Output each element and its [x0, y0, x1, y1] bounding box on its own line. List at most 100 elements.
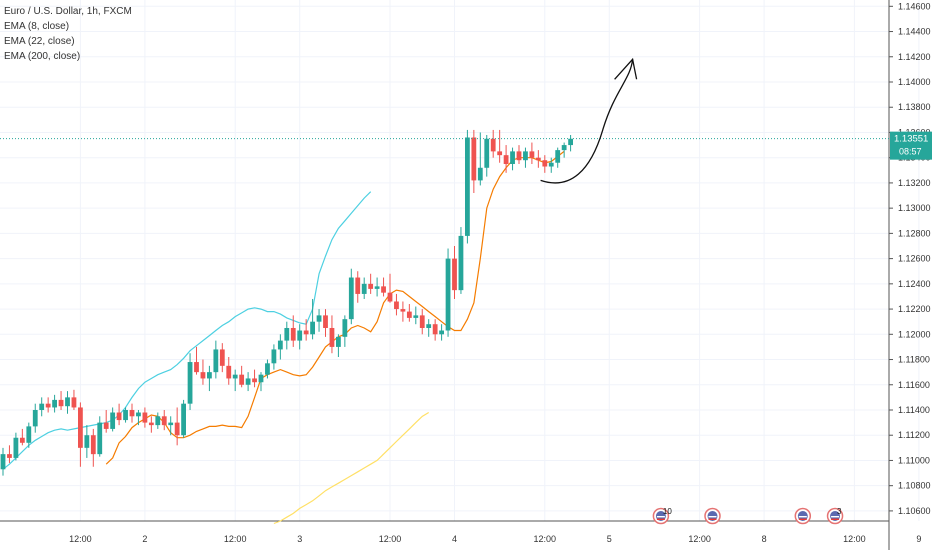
candle: [90, 428, 96, 467]
candle-body: [400, 309, 406, 312]
candle-body: [116, 412, 122, 421]
candle: [568, 134, 573, 152]
time-tick-label: 12:00: [843, 534, 866, 544]
candle-body: [368, 283, 374, 289]
event-flag-stripe: [798, 518, 807, 520]
candle-body: [187, 362, 193, 404]
candle: [174, 407, 180, 446]
current-price-label: 1.13551: [894, 134, 928, 145]
candle-body: [303, 330, 309, 335]
time-tick-label: 2: [142, 534, 147, 544]
candle: [71, 389, 77, 410]
price-tick-label: 1.11000: [898, 455, 930, 465]
countdown-label: 08:57: [899, 147, 922, 157]
price-tick-label: 1.14200: [898, 52, 931, 62]
indicator-ema-8[interactable]: EMA (8, close): [4, 21, 70, 32]
price-tick-label: 1.13200: [898, 178, 931, 188]
price-tick-label: 1.11600: [898, 380, 930, 390]
candle-body: [477, 167, 483, 181]
indicator-ema-22[interactable]: EMA (22, close): [4, 36, 75, 47]
candle-body: [529, 151, 535, 158]
event-count-label: 3: [837, 507, 842, 516]
candle-body: [439, 330, 444, 335]
price-tick-label: 1.14400: [898, 27, 931, 37]
event-flag-icon[interactable]: 3: [826, 507, 844, 525]
candle: [368, 273, 374, 294]
candle: [510, 147, 515, 171]
candle: [529, 142, 535, 164]
drawing-arrowhead: [614, 57, 638, 80]
price-tick-label: 1.10800: [898, 481, 931, 491]
candle: [123, 407, 128, 423]
candle: [303, 319, 309, 341]
candle-body: [381, 286, 386, 293]
candle: [7, 445, 12, 463]
time-tick-label: 12:00: [69, 534, 92, 544]
candle: [348, 268, 354, 325]
candle: [387, 273, 393, 303]
candle: [535, 150, 541, 168]
candle-body: [265, 363, 270, 375]
candle: [561, 142, 567, 158]
price-tick-label: 1.13800: [898, 102, 931, 112]
candle-body: [78, 407, 83, 448]
candle: [516, 145, 522, 164]
candle-body: [84, 435, 90, 448]
candle: [394, 293, 399, 316]
candle-body: [155, 416, 161, 426]
candle-body: [523, 151, 528, 161]
candle: [129, 403, 135, 423]
time-axis: Jun12:00212:00312:00412:00512:00812:0091…: [0, 520, 921, 544]
candle: [290, 315, 296, 347]
candle-body: [361, 283, 367, 294]
event-flag-icon[interactable]: [704, 507, 721, 525]
candle-body: [174, 422, 180, 436]
candle-body: [219, 349, 225, 366]
candle-body: [226, 365, 232, 379]
candle-body: [555, 150, 561, 163]
candle: [265, 359, 270, 379]
candle-body: [419, 315, 425, 328]
candle: [381, 277, 386, 297]
time-tick-label: 12:00: [224, 534, 247, 544]
candle-body: [0, 454, 6, 470]
candle-body: [245, 378, 251, 385]
candle-body: [252, 378, 257, 383]
candle: [406, 304, 412, 322]
candle: [555, 147, 561, 168]
candle: [426, 319, 432, 337]
candle-body: [535, 157, 541, 161]
event-flag-icon[interactable]: 10: [652, 507, 672, 525]
candle-body: [406, 311, 412, 318]
candle: [329, 315, 335, 354]
candle-body: [123, 409, 128, 421]
candle: [78, 402, 83, 467]
candle-body: [465, 137, 470, 236]
candle: [58, 391, 64, 410]
candle-body: [510, 151, 515, 164]
event-flag-icon[interactable]: [794, 507, 812, 525]
price-tick-label: 1.13000: [898, 203, 931, 213]
candle: [361, 277, 367, 299]
candle: [13, 432, 19, 461]
candle: [432, 319, 438, 341]
candle: [310, 298, 315, 340]
candle-body: [71, 397, 77, 408]
event-flag-stripe: [656, 518, 665, 520]
candle-body: [387, 292, 393, 302]
event-flag-stripe: [831, 518, 840, 520]
price-tick-label: 1.12400: [898, 279, 931, 289]
price-tick-label: 1.12200: [898, 304, 931, 314]
indicator-ema-200[interactable]: EMA (200, close): [4, 51, 81, 62]
candle: [194, 346, 199, 375]
candle-body: [290, 327, 296, 341]
candle: [181, 399, 186, 438]
candle-body: [52, 399, 57, 408]
candle: [458, 227, 464, 294]
candle: [374, 277, 380, 297]
candle: [400, 301, 406, 322]
candle: [45, 397, 51, 413]
candle-body: [484, 138, 490, 168]
